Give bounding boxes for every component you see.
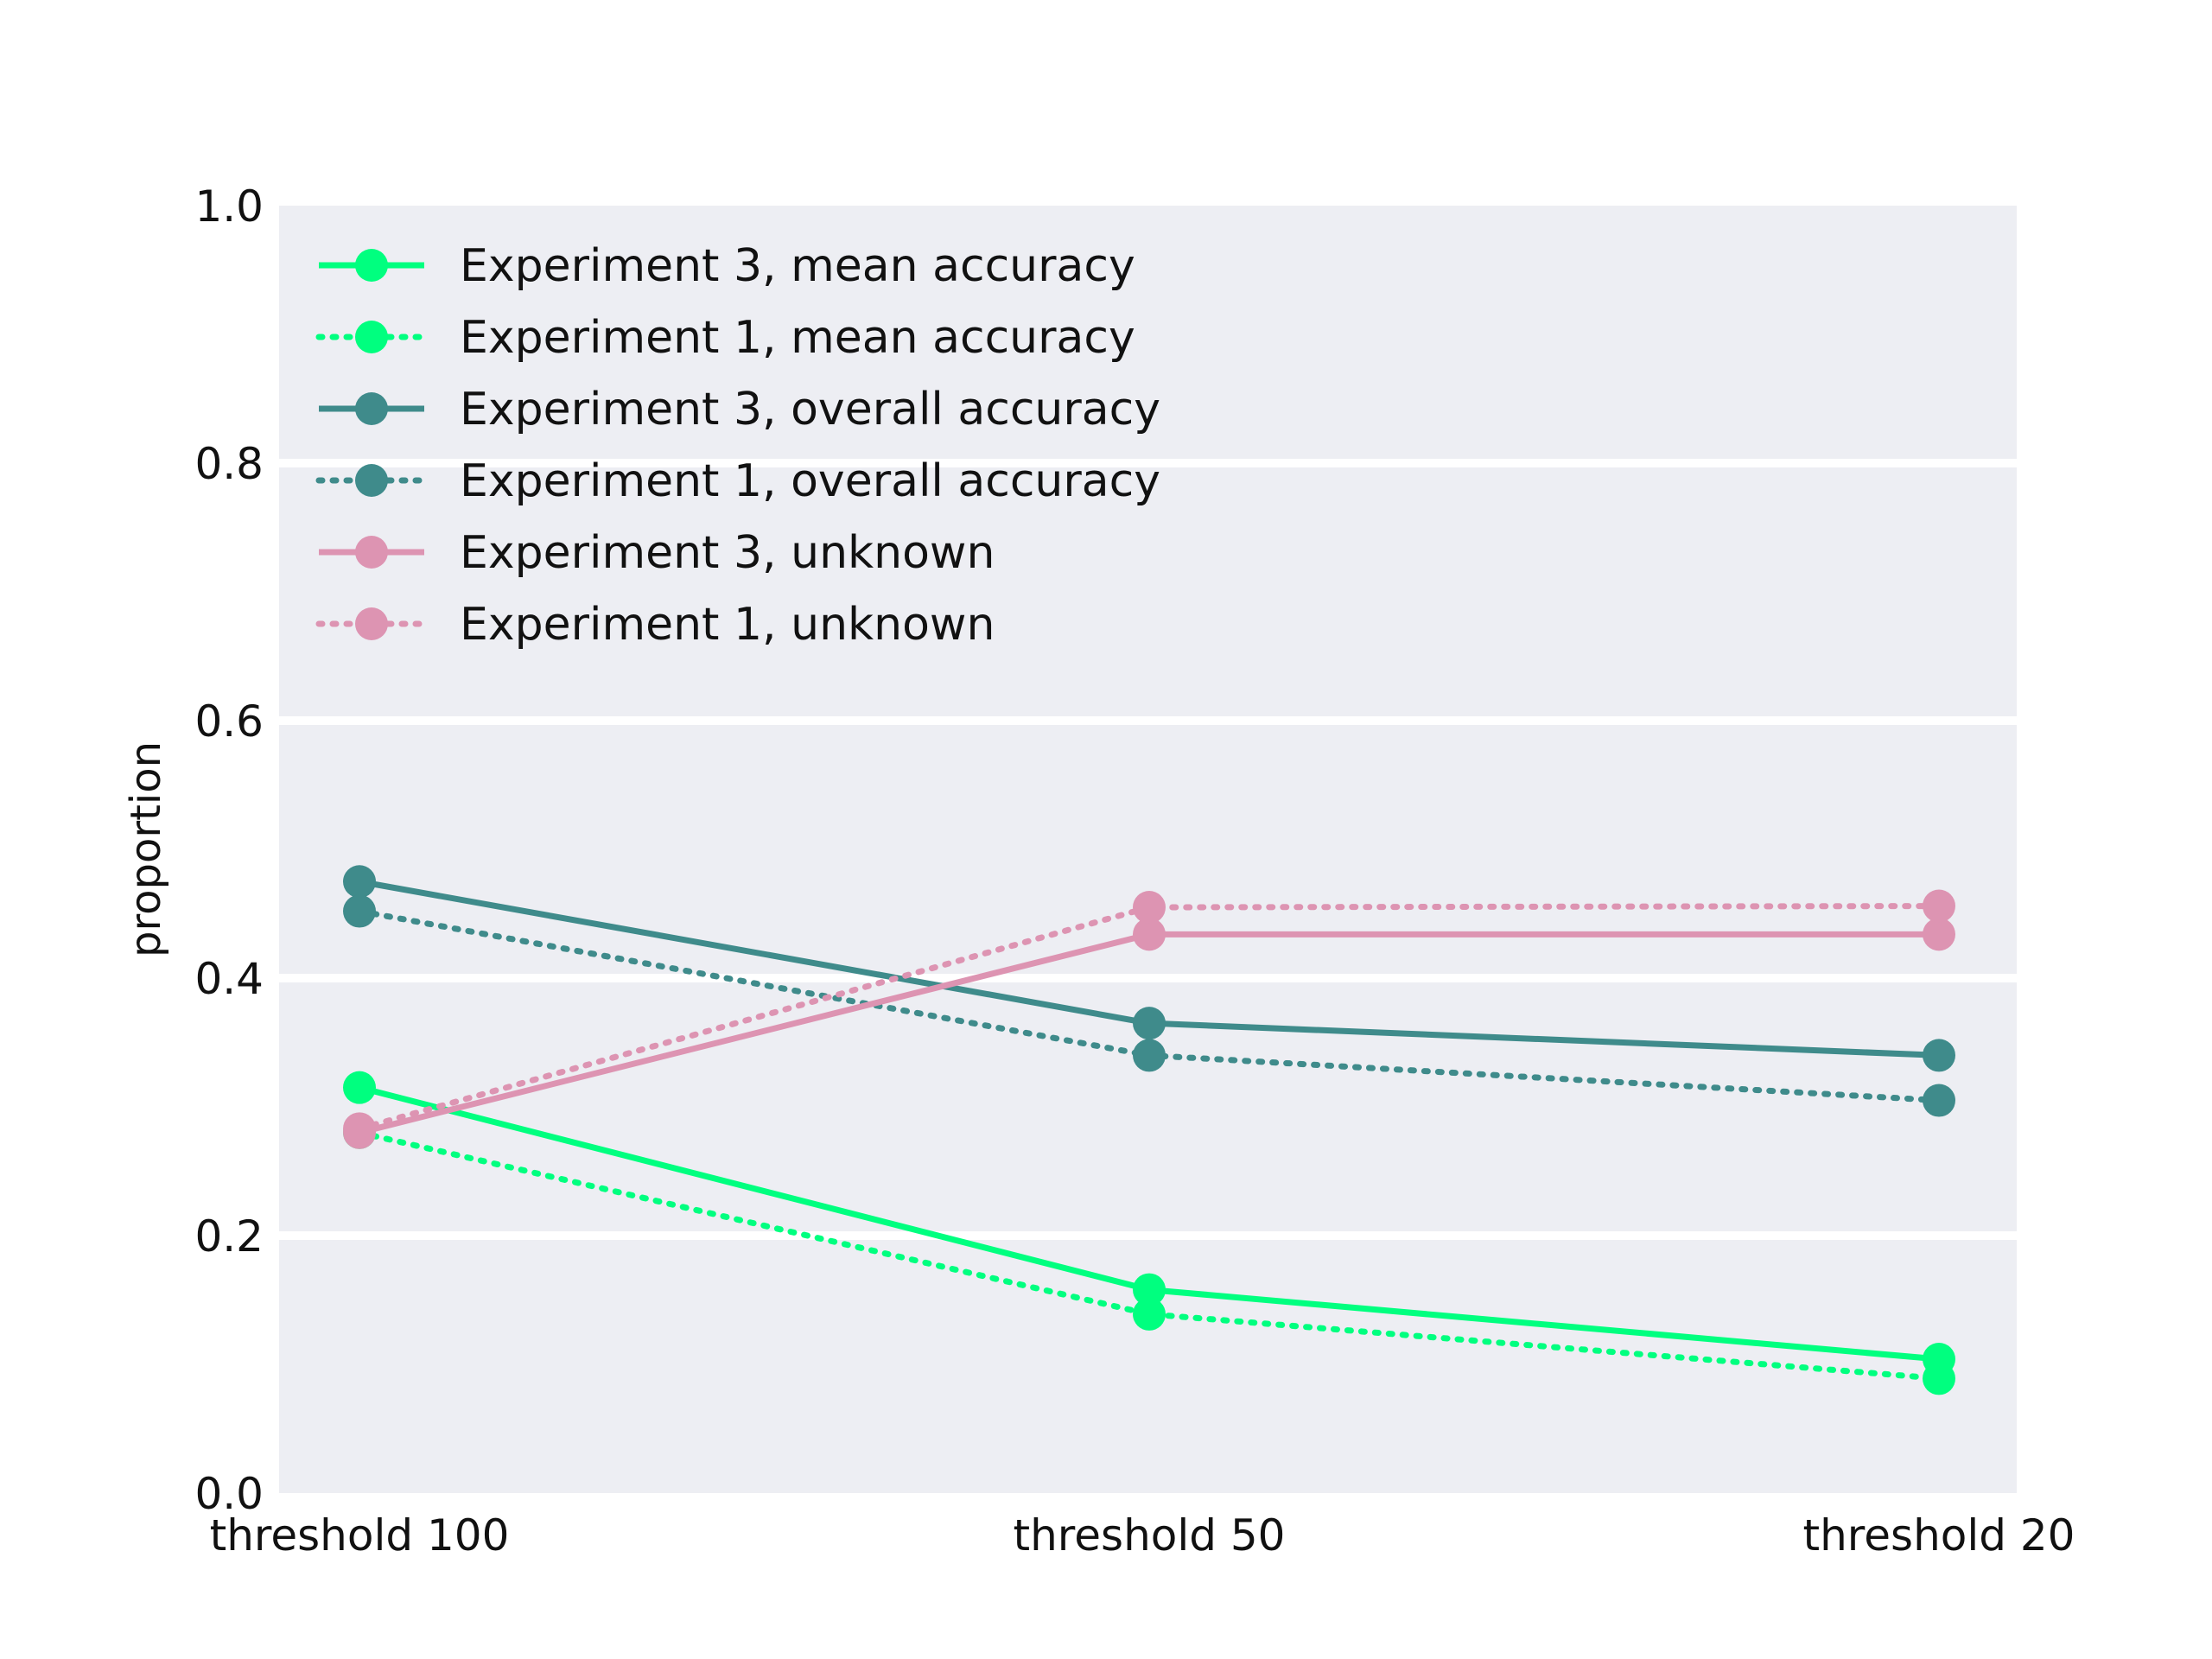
y-axis-ticks: 0.00.20.40.60.81.0 <box>194 181 264 1519</box>
y-tick-label: 0.6 <box>194 696 264 747</box>
legend-label: Experiment 1, unknown <box>460 599 995 651</box>
x-tick-label: threshold 50 <box>1014 1510 1286 1560</box>
x-axis-ticks: threshold 100 threshold 50 threshold 20 <box>210 1510 2075 1560</box>
data-point <box>343 865 376 898</box>
y-tick-label: 1.0 <box>194 181 264 232</box>
legend-label: Experiment 3, unknown <box>460 527 995 579</box>
data-point <box>1923 890 1955 923</box>
data-point <box>343 895 376 928</box>
y-tick-label: 0.4 <box>194 954 264 1004</box>
x-tick-label: threshold 100 <box>210 1510 510 1560</box>
legend-marker <box>355 321 388 353</box>
legend-marker <box>355 392 388 425</box>
y-axis-label: proportion <box>122 741 170 957</box>
legend-marker <box>355 464 388 497</box>
legend-label: Experiment 1, mean accuracy <box>460 312 1135 364</box>
x-tick-label: threshold 20 <box>1803 1510 2075 1560</box>
legend-marker <box>355 536 388 569</box>
y-tick-label: 0.8 <box>194 439 264 489</box>
data-point <box>1133 1007 1166 1039</box>
y-tick-label: 0.2 <box>194 1211 264 1262</box>
legend-label: Experiment 3, mean accuracy <box>460 240 1135 292</box>
data-point <box>1133 891 1166 924</box>
legend-marker <box>355 607 388 640</box>
data-point <box>1133 1298 1166 1331</box>
data-point <box>343 1112 376 1145</box>
data-point <box>343 1071 376 1104</box>
legend-marker <box>355 249 388 282</box>
data-point <box>1133 1039 1166 1071</box>
legend-label: Experiment 1, overall accuracy <box>460 455 1160 507</box>
legend-label: Experiment 3, overall accuracy <box>460 384 1160 435</box>
data-point <box>1923 1362 1955 1395</box>
data-point <box>1923 918 1955 950</box>
data-point <box>1923 1039 1955 1071</box>
data-point <box>1923 1084 1955 1117</box>
